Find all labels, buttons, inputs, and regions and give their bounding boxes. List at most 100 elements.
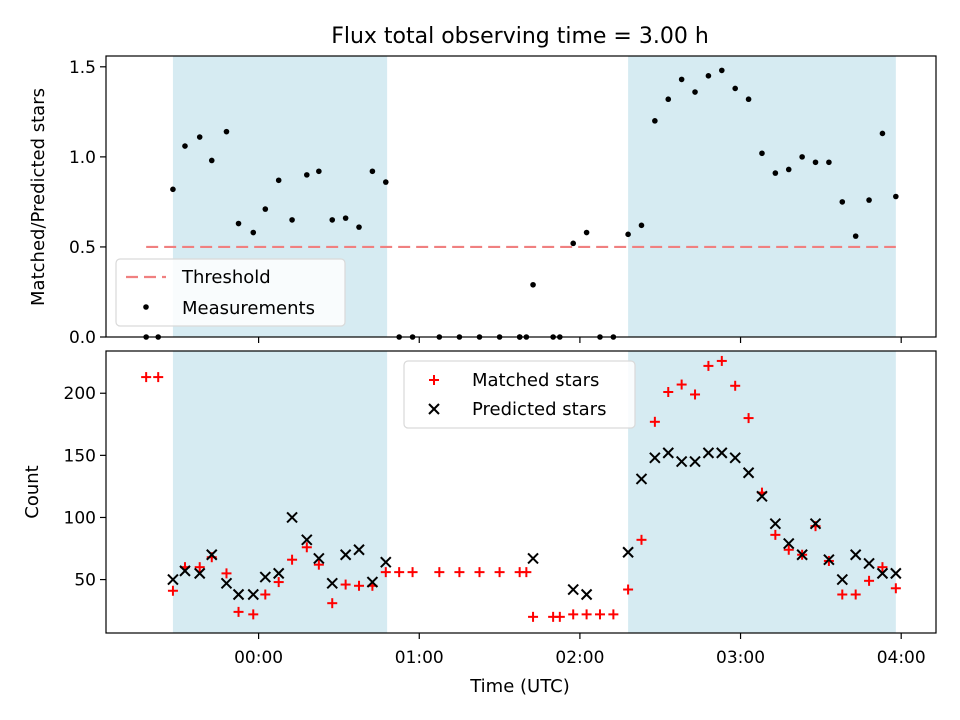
measurement-point	[208, 157, 215, 164]
bottom-legend: Matched stars Predicted stars	[403, 360, 636, 429]
predicted-star-point	[301, 534, 313, 546]
measurement-point	[692, 89, 698, 95]
measurement-point	[289, 217, 295, 223]
x-tick-label: 03:00	[716, 648, 765, 668]
cross-stroke	[836, 573, 848, 586]
measurement-point	[342, 215, 349, 221]
legend-predicted-swatch	[428, 403, 440, 415]
matched-star-point	[260, 589, 271, 600]
cross-stroke	[580, 588, 593, 601]
cross-stroke	[380, 556, 392, 568]
legend-matched-swatch	[429, 375, 439, 385]
predicted-star-point	[353, 544, 365, 556]
measurement-point	[665, 96, 672, 103]
cross-stroke	[729, 452, 741, 464]
cross-stroke	[622, 546, 634, 558]
measurement-point	[772, 170, 779, 176]
cross-stroke	[232, 588, 245, 601]
cross-stroke	[742, 467, 755, 479]
cross-stroke	[527, 552, 539, 565]
predicted-star-point	[220, 577, 233, 590]
predicted-star-point	[272, 567, 285, 580]
top-y-axis-label: Matched/Predicted stars	[28, 88, 49, 306]
matched-star-point	[313, 559, 324, 570]
measurement-point	[732, 85, 738, 92]
matched-star-point	[663, 386, 674, 397]
cross-stroke	[272, 567, 285, 580]
cross-stroke	[326, 577, 338, 590]
cross-stroke	[809, 517, 822, 530]
matched-star-point	[636, 534, 647, 545]
cross-stroke	[301, 534, 313, 546]
measurement-point	[852, 233, 859, 239]
matched-star-point	[301, 542, 312, 553]
predicted-star-point	[380, 556, 392, 568]
legend-matched-label: Matched stars	[472, 370, 599, 391]
matched-star-point	[649, 416, 660, 427]
measurement-point	[570, 240, 577, 247]
predicted-star-point	[863, 557, 875, 570]
measurement-point	[275, 177, 282, 184]
matched-star-point	[581, 609, 592, 620]
matched-star-point	[273, 577, 284, 588]
bottom-plot-frame	[105, 350, 937, 634]
matched-star-point	[287, 554, 298, 565]
legend-cross-marker	[428, 403, 440, 415]
x-tick-label: 00:00	[234, 648, 283, 668]
measurement-point	[759, 150, 765, 157]
top-legend-box	[115, 258, 346, 327]
measurement-point	[812, 159, 819, 166]
y-tick-label: 0.0	[69, 328, 96, 348]
cross-stroke	[796, 549, 808, 561]
measurement-point	[785, 166, 792, 173]
cross-stroke	[194, 567, 206, 580]
legend-measurements-label: Measurements	[182, 298, 315, 319]
predicted-star-point	[890, 567, 902, 580]
predicted-star-point	[622, 546, 634, 558]
measurement-point	[705, 73, 712, 79]
measurement-point	[530, 281, 536, 288]
matched-star-point	[864, 575, 875, 586]
matched-star-point	[730, 380, 741, 391]
legend-plus-marker	[429, 375, 439, 385]
matched-star-point	[676, 379, 687, 390]
cross-stroke	[247, 588, 259, 601]
measurement-point	[652, 118, 658, 124]
matched-star-point	[354, 580, 365, 591]
top-legend: Threshold Measurements	[115, 258, 346, 327]
cross-stroke	[675, 455, 688, 468]
measurement-point	[799, 154, 805, 160]
cross-stroke	[702, 447, 715, 459]
cross-stroke	[567, 583, 579, 596]
matched-star-point	[608, 609, 619, 620]
y-tick-label: 200	[64, 384, 96, 404]
predicted-star-point	[567, 583, 579, 596]
cross-stroke	[876, 567, 889, 580]
legend-threshold-label: Threshold	[181, 267, 271, 288]
matched-star-point	[394, 567, 405, 578]
predicted-star-point	[769, 517, 782, 530]
predicted-star-point	[742, 467, 755, 479]
y-tick-label: 1.5	[69, 58, 96, 78]
y-tick-label: 100	[64, 508, 96, 528]
y-tick-label: 1.0	[69, 148, 96, 168]
cross-stroke	[783, 537, 795, 550]
predicted-star-point	[247, 588, 259, 601]
top-plot-frame	[105, 55, 937, 338]
cross-stroke	[769, 517, 782, 530]
matched-star-point	[877, 562, 888, 573]
cross-stroke	[206, 549, 218, 561]
predicted-star-point	[635, 473, 648, 485]
cross-stroke	[890, 567, 902, 580]
matched-star-point	[703, 360, 714, 371]
predicted-star-point	[796, 549, 808, 561]
predicted-star-point	[206, 549, 218, 561]
matched-star-point	[568, 609, 579, 620]
bottom-y-axis-label: Count	[22, 465, 43, 518]
top-x-ticks	[258, 337, 902, 343]
measurement-point	[382, 179, 389, 185]
cross-stroke	[167, 573, 179, 586]
matched-star-point	[434, 567, 445, 578]
cross-stroke	[259, 571, 272, 583]
